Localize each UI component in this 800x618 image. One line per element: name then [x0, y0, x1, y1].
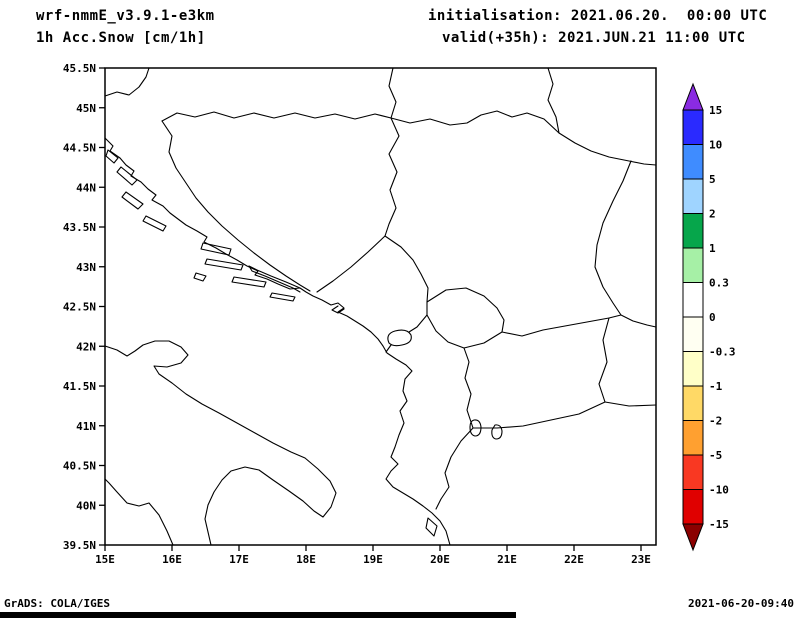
colorbar-label: 15 [709, 104, 722, 117]
colorbar-segment [682, 420, 704, 456]
lat-tick-label: 45N [76, 102, 96, 115]
coastline-italy-east [104, 340, 337, 546]
lat-tick-label: 39.5N [63, 539, 96, 552]
valid-time-label: valid(+35h): 2021.JUN.21 11:00 UTC [442, 30, 746, 46]
lon-tick-label: 19E [363, 553, 383, 566]
initialisation-label: initialisation: 2021.06.20. 00:00 UTC [428, 8, 768, 24]
colorbar-segment [682, 351, 704, 387]
island-korcula [231, 276, 267, 288]
border-kosovo-south [426, 314, 503, 349]
colorbar-label: -5 [709, 449, 722, 462]
island [105, 149, 119, 164]
coastline-kotor-bay [331, 305, 345, 314]
lat-tick-label: 43.5N [63, 221, 96, 234]
model-title: wrf-nmmE_v3.9.1-e3km [36, 8, 215, 24]
colorbar-label: 0 [709, 311, 716, 324]
colorbar-segment [682, 213, 704, 249]
colorbar-label: -2 [709, 415, 722, 428]
border-croatia-bosnia [161, 120, 311, 292]
colorbar-segment [682, 144, 704, 180]
border-sava-danube [161, 110, 657, 166]
lake-prespa [491, 424, 503, 440]
border-kosovo-north [426, 287, 505, 333]
coastline-peljesac [248, 265, 301, 293]
border-bosnia-serbia-drina [384, 117, 400, 237]
colorbar-label: -1 [709, 380, 723, 393]
lat-tick-label: 41N [76, 420, 96, 433]
creation-timestamp: 2021-06-20-09:40 [688, 597, 794, 610]
lat-tick-label: 42.5N [63, 301, 96, 314]
island-brac [200, 242, 232, 256]
border-serbia-romania [547, 67, 560, 134]
colorbar-label: 2 [709, 208, 716, 221]
variable-title: 1h Acc.Snow [cm/1h] [36, 30, 206, 46]
lon-tick-label: 20E [430, 553, 450, 566]
border-slovenia-croatia [104, 67, 150, 97]
lon-tick-label: 16E [162, 553, 182, 566]
colorbar-segment [682, 282, 704, 318]
island-vis [193, 272, 207, 282]
island [142, 215, 167, 232]
colorbar-label: 5 [709, 173, 716, 186]
colorbar-label: -15 [709, 518, 729, 531]
lat-tick-label: 43N [76, 261, 96, 274]
border-albania-macedonia [463, 347, 474, 429]
island-corfu [425, 517, 438, 537]
lon-tick-label: 15E [95, 553, 115, 566]
border-serbia-macedonia [501, 314, 622, 337]
bottom-bar [0, 612, 516, 618]
lat-tick-label: 41.5N [63, 380, 96, 393]
island [121, 191, 144, 210]
border-montenegro-albania [408, 314, 428, 333]
border-macedonia-bulgaria-greece [598, 317, 657, 407]
colorbar-segment [682, 454, 704, 490]
border-croatia-serbia [388, 67, 397, 119]
colorbar-arrow-top [682, 82, 704, 111]
border-bosnia-montenegro [316, 235, 386, 293]
border-macedonia-greece [472, 401, 606, 429]
colorbar-label: 1 [709, 242, 716, 255]
border-montenegro-serbia [384, 235, 429, 316]
lat-tick-label: 45.5N [63, 62, 96, 75]
colorbar-segment [682, 247, 704, 283]
map-frame [104, 67, 657, 546]
lat-tick-label: 44.5N [63, 142, 96, 155]
island-hvar [204, 258, 244, 271]
colorbar-label: 10 [709, 139, 722, 152]
axis-ticks-and-labels: 45.5N 45N 44.5N 44N 43.5N 43N 42.5N 42N 41.5N 41N… [63, 62, 651, 566]
colorbar-label: -0.3 [709, 346, 736, 359]
coastline-dalmatia-albania [104, 137, 451, 546]
lon-tick-label: 17E [229, 553, 249, 566]
coastline-italy-west [104, 478, 174, 546]
colorbar-segment [682, 385, 704, 421]
colorbar: 15 10 5 2 1 0.3 0 -0.3 -1 -2 -5 -10 -15 [682, 82, 736, 552]
lon-tick-label: 22E [564, 553, 584, 566]
colorbar-segment [682, 109, 704, 145]
grads-credit: GrADS: COLA/IGES [4, 597, 110, 610]
colorbar-segment [682, 316, 704, 352]
lat-tick-label: 42N [76, 340, 96, 353]
border-greece-albania [435, 427, 474, 510]
island [116, 166, 138, 186]
lat-tick-label: 40N [76, 499, 96, 512]
lake-ohrid [469, 419, 482, 437]
colorbar-label: -10 [709, 484, 729, 497]
border-montenegro-albania-coast [385, 344, 392, 353]
lon-tick-label: 18E [296, 553, 316, 566]
border-serbia-bulgaria [594, 160, 657, 328]
colorbar-arrow-bottom [682, 523, 704, 552]
lat-tick-label: 44N [76, 181, 96, 194]
island-mljet [269, 292, 296, 302]
lat-tick-label: 40.5N [63, 460, 96, 473]
colorbar-segment [682, 489, 704, 525]
coastlines-and-borders [104, 67, 657, 546]
colorbar-label: 0.3 [709, 277, 729, 290]
lon-tick-label: 21E [497, 553, 517, 566]
colorbar-segment [682, 178, 704, 214]
lake-scutari [387, 329, 412, 347]
lon-tick-label: 23E [631, 553, 651, 566]
